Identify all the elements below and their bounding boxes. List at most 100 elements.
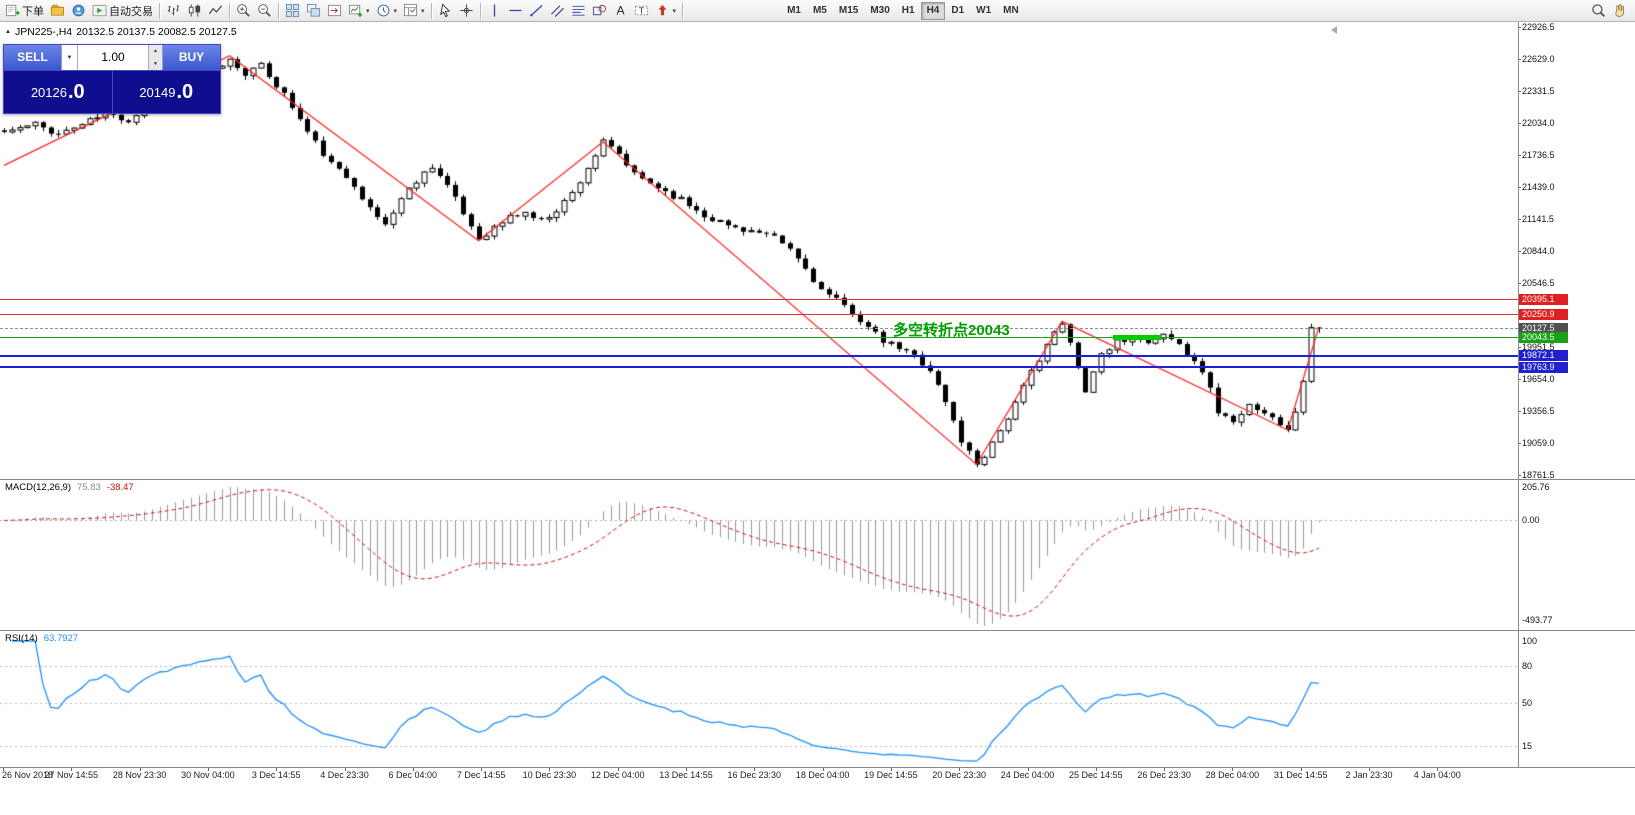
volume-decrease-button[interactable]: ▼	[153, 60, 158, 67]
channel-button[interactable]	[547, 1, 568, 21]
volume-input[interactable]: 1.00	[78, 45, 148, 70]
x-axis-tick	[617, 767, 619, 771]
label-button[interactable]: T	[631, 1, 652, 21]
rsi-name: RSI(14)	[5, 633, 38, 644]
sell-button[interactable]: SELL	[4, 45, 61, 70]
y-axis-tick	[1518, 475, 1521, 476]
charts-folder-button[interactable]	[47, 1, 68, 21]
zoom-out-button[interactable]	[254, 1, 275, 21]
search-button[interactable]	[1588, 1, 1609, 21]
panel-splitter-rsi[interactable]	[0, 630, 1635, 631]
resistance-line-2[interactable]	[0, 314, 1518, 316]
y-axis-label: 19951.5	[1522, 342, 1555, 352]
new-chart-button[interactable]: ▾	[345, 1, 373, 21]
x-axis-tick	[549, 767, 551, 771]
support-line-1[interactable]	[0, 354, 1518, 357]
x-axis-label: 4 Jan 04:00	[1413, 770, 1461, 780]
svg-text:T: T	[638, 5, 643, 15]
toolbar-separator	[479, 2, 481, 19]
chart-shift-button[interactable]	[324, 1, 345, 21]
buy-price-pips: .0	[176, 80, 194, 103]
time-axis-divider[interactable]	[0, 767, 1635, 768]
timeframe-w1-button[interactable]: W1	[970, 2, 997, 20]
templates-button[interactable]: ▾	[400, 1, 428, 21]
rsi-axis-label: 50	[1522, 697, 1533, 708]
bar-chart-button[interactable]	[163, 1, 184, 21]
periods-button[interactable]: ▾	[373, 1, 401, 21]
tile-icon	[285, 3, 300, 18]
market-watch-button[interactable]	[68, 1, 89, 21]
x-axis-tick	[481, 767, 483, 771]
x-axis-label: 19 Dec 14:55	[864, 770, 918, 780]
x-axis-label: 30 Nov 04:00	[181, 770, 235, 780]
volume-increase-button[interactable]: ▲	[153, 48, 158, 54]
x-axis-label: 4 Dec 23:30	[320, 770, 369, 780]
vertical-line-button[interactable]	[484, 1, 505, 21]
x-axis-label: 20 Dec 23:30	[932, 770, 986, 780]
timeframe-m30-button[interactable]: M30	[864, 2, 895, 20]
new-order-button-label: 下单	[22, 5, 44, 18]
sell-price-button[interactable]: 20126 .0	[4, 71, 113, 113]
toolbar-right-group	[1588, 1, 1630, 21]
y-axis-tick	[1518, 187, 1521, 188]
arrows-button[interactable]: ▾	[652, 1, 680, 21]
cursor-button[interactable]	[435, 1, 456, 21]
fibonacci-button[interactable]	[568, 1, 589, 21]
crosshair-button[interactable]	[456, 1, 477, 21]
timeframe-h4-button[interactable]: H4	[920, 1, 946, 20]
pivot-line[interactable]	[0, 336, 1518, 338]
line-chart-button[interactable]	[205, 1, 226, 21]
bid-price-line[interactable]	[0, 327, 1518, 329]
timeframe-m15-button[interactable]: M15	[833, 2, 864, 20]
hand-icon	[1612, 3, 1627, 18]
shapes-button[interactable]	[589, 1, 610, 21]
clock-icon	[376, 3, 391, 18]
tile-windows-button[interactable]	[282, 1, 303, 21]
x-axis-tick	[344, 767, 346, 771]
x-axis-label: 13 Dec 14:55	[659, 770, 713, 780]
new-chart-icon	[348, 3, 363, 18]
candlestick-chart-button[interactable]	[184, 1, 205, 21]
toolbar-separator	[682, 2, 684, 19]
buy-button[interactable]: BUY	[163, 45, 220, 70]
volume-dropdown-button[interactable]: ▼	[61, 45, 78, 70]
macd-axis-min: -493.77	[1522, 615, 1553, 625]
text-button[interactable]: A	[610, 1, 631, 21]
trendline-highlight[interactable]	[1113, 334, 1161, 340]
arrange-windows-button[interactable]	[303, 1, 324, 21]
pan-button[interactable]	[1609, 1, 1630, 21]
zoom-in-button[interactable]	[233, 1, 254, 21]
x-axis-tick	[276, 767, 278, 771]
macd-main-value: 75.83	[77, 482, 101, 493]
chart-text-annotation[interactable]: 多空转折点20043	[893, 322, 1010, 339]
buy-price-button[interactable]: 20149 .0	[113, 71, 221, 113]
y-axis-tick	[1518, 59, 1521, 60]
timeframe-h1-button[interactable]: H1	[896, 2, 921, 20]
resistance-line-1[interactable]	[0, 298, 1518, 300]
trendline-button[interactable]	[526, 1, 547, 21]
x-axis-label: 3 Dec 14:55	[251, 770, 301, 780]
toolbar: 下单 自动交易 ▾ ▾ ▾ A T ▾ M1 M5 M15 M30 H1 H4 D1 W1 MN	[0, 0, 1635, 22]
rsi-value: 63.7927	[43, 633, 79, 644]
trend-icon	[529, 3, 544, 18]
timeframe-mn-button[interactable]: MN	[997, 2, 1025, 20]
x-axis-label: 26 Nov 2018	[2, 770, 54, 780]
timeframe-m1-button[interactable]: M1	[781, 2, 807, 20]
toolbar-separator	[229, 2, 230, 19]
chart-title: ▲ JPN225-,H4 20132.5 20137.5 20082.5 201…	[5, 26, 237, 38]
timeframe-m5-button[interactable]: M5	[807, 2, 833, 20]
y-axis-label: 20844.0	[1522, 246, 1555, 256]
autotrading-button[interactable]: 自动交易	[89, 1, 156, 21]
timeframe-d1-button[interactable]: D1	[945, 2, 970, 20]
support-line-2[interactable]	[0, 366, 1518, 369]
support-line-1-price-tag: 19872.1	[1519, 350, 1568, 362]
y-axis-tick	[1518, 443, 1521, 444]
chart-shift-marker-icon	[1331, 26, 1337, 34]
candles-icon	[187, 3, 202, 18]
new-order-button[interactable]: 下单	[2, 1, 47, 21]
panel-splitter-macd[interactable]	[0, 479, 1635, 480]
horizontal-line-button[interactable]	[505, 1, 526, 21]
x-axis-tick	[1232, 767, 1234, 771]
